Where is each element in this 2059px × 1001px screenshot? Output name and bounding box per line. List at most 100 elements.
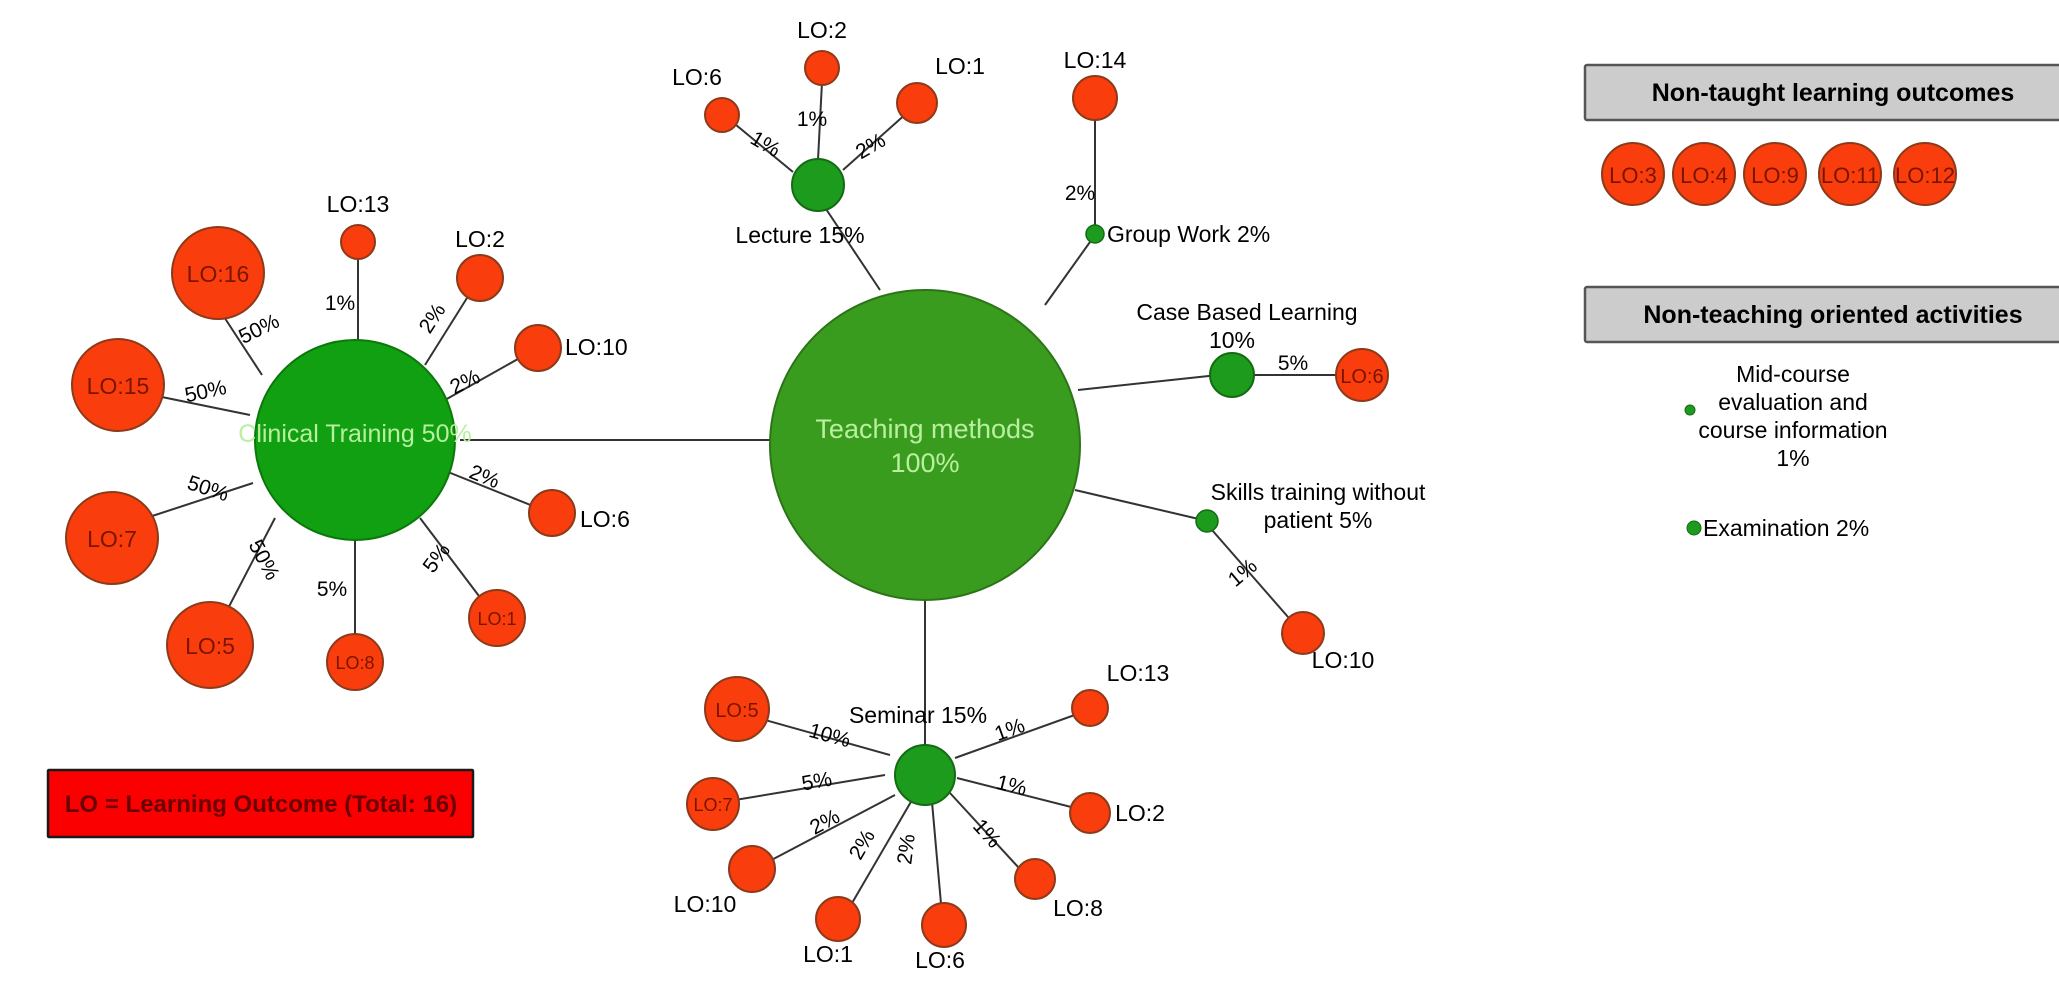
- legend-lo4[interactable]: LO:4: [1672, 142, 1736, 206]
- lo2-clinical-label: LO:2: [455, 226, 505, 252]
- edge-seminar-to-lo7: [734, 774, 886, 801]
- edge-clinical-to-lo15: [151, 394, 251, 416]
- edge-seminar-to-lo5: [757, 717, 891, 756]
- lecture-label: Lecture 15%: [735, 222, 864, 248]
- node-lo8-seminar[interactable]: LO:8: [1014, 858, 1103, 921]
- edge-weight-seminar-lo10: 2%: [806, 805, 844, 840]
- lo6-seminar-label: LO:6: [915, 947, 965, 973]
- lo10-clinical-label: LO:10: [565, 334, 628, 360]
- node-lo6-lecture[interactable]: LO:6: [672, 64, 740, 133]
- node-lo5-seminar[interactable]: LO:5: [704, 676, 770, 742]
- node-lo6-clinical[interactable]: LO:6: [528, 489, 630, 537]
- edge-weight-seminar-lo6: 2%: [893, 833, 920, 866]
- node-teaching-methods[interactable]: Teaching methods 100%: [769, 289, 1081, 601]
- edge-weight-lecture-lo2: 1%: [797, 108, 827, 131]
- legend-lo3[interactable]: LO:3: [1601, 142, 1665, 206]
- node-lo2-clinical[interactable]: LO:2: [455, 226, 505, 302]
- lo1-lecture-label: LO:1: [935, 53, 985, 79]
- edge-center-to-case-based: [1077, 374, 1219, 391]
- edge-weight-seminar-lo13: 1%: [992, 714, 1028, 746]
- edge-clinical-to-lo7: [139, 482, 254, 521]
- node-lo15[interactable]: LO:15: [71, 338, 165, 432]
- legend-lo9-label: LO:9: [1751, 163, 1799, 188]
- edge-skills-to-lo10: [1211, 529, 1296, 626]
- legend-non-teaching-header-box: [1583, 285, 2059, 344]
- edge-seminar-to-lo8: [949, 792, 1031, 881]
- lo6-casebased-label: LO:6: [1340, 366, 1383, 388]
- edge-weight-clinical-lo8: 5%: [317, 578, 347, 601]
- node-lo6-casebased[interactable]: LO:6: [1335, 348, 1389, 402]
- lo2-seminar-label: LO:2: [1115, 800, 1165, 826]
- cluster-case-based-learning: Case Based Learning 10% LO:6 5%: [1136, 299, 1389, 402]
- node-lo5-clinical[interactable]: LO:5: [166, 601, 254, 689]
- node-lo10-seminar[interactable]: LO:10: [674, 845, 776, 917]
- lo10-skills-label: LO:10: [1312, 647, 1375, 673]
- legend-non-teaching-activities: Non-teaching oriented activities Mid-cou…: [1583, 285, 2059, 541]
- node-lo10-skills[interactable]: LO:10: [1281, 611, 1375, 673]
- legend-lo9[interactable]: LO:9: [1743, 142, 1807, 206]
- edge-center-to-lecture: [819, 199, 881, 291]
- cluster-clinical-training: LO:16 LO:15 LO:7 LO:5 LO:8 LO:1 LO:6 LO: [65, 191, 630, 691]
- midcourse-line4: 1%: [1776, 445, 1809, 471]
- cluster-skills-training: Skills training without patient 5% LO:10…: [1195, 479, 1426, 673]
- lo6-lecture-label: LO:6: [672, 64, 722, 90]
- legend-lo4-label: LO:4: [1680, 163, 1728, 188]
- node-lo13-seminar[interactable]: LO:13: [1071, 660, 1169, 727]
- lo6-clinical-label: LO:6: [580, 506, 630, 532]
- edge-weight-clinical-lo7: 50%: [184, 471, 231, 506]
- edge-clinical-to-lo10: [444, 354, 526, 401]
- node-lo13-clinical[interactable]: LO:13: [327, 191, 390, 260]
- node-skills-training[interactable]: [1195, 509, 1219, 533]
- case-based-label-line1: Case Based Learning: [1136, 299, 1357, 325]
- node-lo7-clinical[interactable]: LO:7: [65, 491, 159, 585]
- legend-lo11[interactable]: LO:11: [1818, 142, 1882, 206]
- legend-lo11-label: LO:11: [1821, 163, 1879, 188]
- edge-center-to-skills-training: [1074, 489, 1204, 521]
- node-lo16[interactable]: LO:16: [171, 226, 265, 320]
- node-lecture[interactable]: [791, 158, 845, 212]
- node-lo8-clinical[interactable]: LO:8: [326, 633, 384, 691]
- cluster-seminar: LO:5 LO:7 LO:10 LO:1 LO:6 LO:8 LO:2 LO:: [674, 660, 1170, 973]
- node-lo10-clinical[interactable]: LO:10: [514, 324, 628, 372]
- cluster-group-work: LO:14 Group Work 2% 2%: [1064, 47, 1271, 247]
- edge-weight-clinical-lo6: 2%: [466, 461, 503, 494]
- skills-training-label-line1: Skills training without: [1211, 479, 1426, 505]
- edge-weight-clinical-lo15: 50%: [183, 376, 229, 407]
- edge-lecture-to-lo2: [817, 81, 823, 161]
- edge-weight-seminar-lo2: 1%: [994, 771, 1029, 801]
- midcourse-bullet-icon: [1684, 404, 1696, 416]
- lo10-seminar-label: LO:10: [674, 891, 737, 917]
- node-lo1-seminar[interactable]: LO:1: [803, 896, 861, 967]
- lo1-clinical-label: LO:1: [477, 609, 516, 629]
- clinical-training-label: Clinical Training 50%: [238, 420, 471, 448]
- node-lo6-seminar[interactable]: LO:6: [915, 902, 967, 973]
- seminar-label: Seminar 15%: [849, 702, 987, 728]
- examination-bullet-icon: [1686, 520, 1702, 536]
- edges-layer: [139, 81, 1337, 916]
- node-case-based-learning[interactable]: [1209, 352, 1255, 398]
- edge-clinical-to-lo2: [424, 289, 473, 366]
- legend-lo12[interactable]: LO:12: [1893, 142, 1957, 206]
- edge-weight-clinical-lo1: 5%: [419, 539, 455, 577]
- node-group-work[interactable]: [1085, 224, 1105, 244]
- skills-training-label-line2: patient 5%: [1264, 507, 1373, 533]
- lo13-clinical-label: LO:13: [327, 191, 390, 217]
- node-lo2-lecture[interactable]: LO:2: [797, 17, 847, 86]
- node-lo1-lecture[interactable]: LO:1: [896, 53, 985, 124]
- edge-weight-clinical-lo10: 2%: [446, 365, 483, 399]
- lo16-label: LO:16: [187, 261, 250, 287]
- group-work-label: Group Work 2%: [1107, 221, 1270, 247]
- legend-lo-box: [46, 768, 475, 839]
- legend-lo-text: LO = Learning Outcome (Total: 16): [65, 791, 457, 818]
- node-clinical-training[interactable]: Clinical Training 50%: [238, 339, 472, 541]
- node-lo1-clinical[interactable]: LO:1: [468, 589, 526, 647]
- node-lo2-seminar[interactable]: LO:2: [1069, 792, 1165, 834]
- node-lo7-seminar[interactable]: LO:7: [686, 777, 740, 831]
- legend-non-teaching-title: Non-teaching oriented activities: [1643, 301, 2022, 329]
- case-based-label-line2: 10%: [1209, 327, 1255, 353]
- node-seminar[interactable]: [894, 744, 956, 806]
- edge-weight-clinical-lo5: 50%: [244, 536, 284, 584]
- node-lo14-groupwork[interactable]: LO:14: [1064, 47, 1127, 121]
- edge-weight-skills-lo10: 1%: [1224, 554, 1262, 591]
- edge-weight-clinical-lo13: 1%: [325, 292, 355, 315]
